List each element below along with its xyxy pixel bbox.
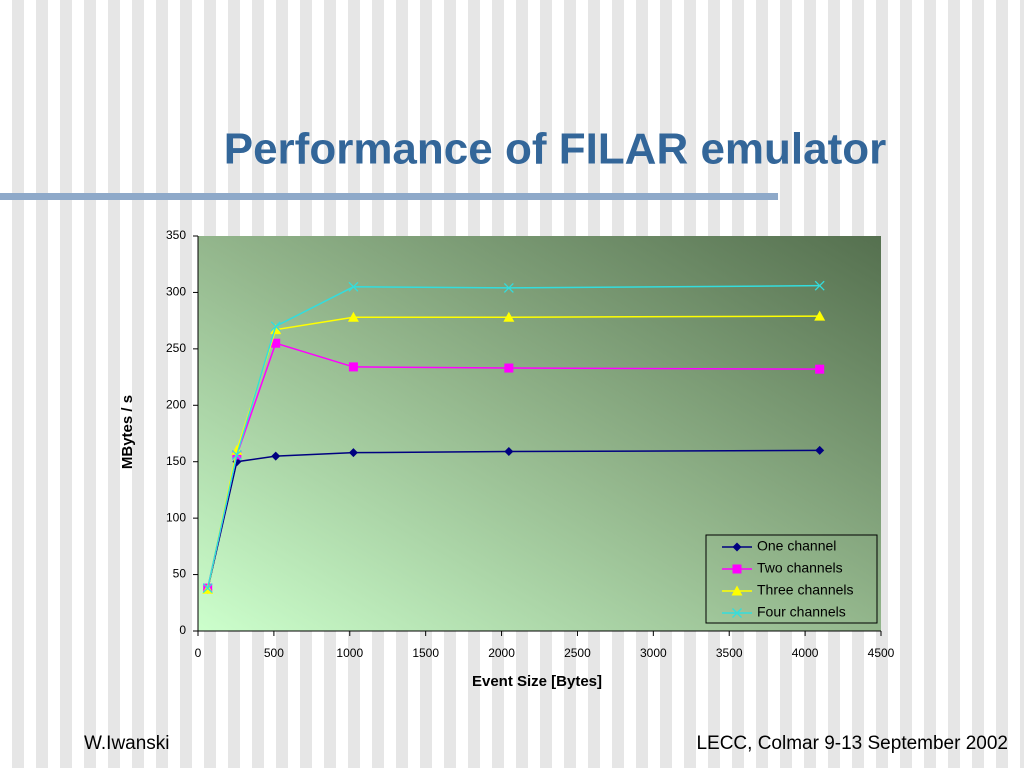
x-tick-label: 500	[264, 646, 284, 660]
legend-box	[705, 534, 878, 624]
marker	[271, 338, 281, 348]
marker	[503, 311, 515, 322]
footer-left: W.Iwanski	[84, 733, 170, 754]
marker	[504, 363, 514, 373]
marker	[348, 362, 358, 372]
marker	[814, 280, 825, 291]
x-tick-label: 4500	[868, 646, 895, 660]
marker	[815, 364, 825, 374]
x-axis-label: Event Size [Bytes]	[472, 673, 602, 690]
y-tick-label: 250	[166, 341, 186, 355]
legend-marker	[731, 585, 743, 596]
marker	[271, 451, 281, 461]
x-tick-label: 4000	[792, 646, 819, 660]
marker	[348, 448, 358, 458]
marker	[815, 445, 825, 455]
x-tick-label: 2000	[488, 646, 515, 660]
y-tick-label: 50	[173, 567, 187, 581]
x-tick-label: 3500	[716, 646, 743, 660]
y-axis-label: MBytes / s	[119, 395, 136, 469]
marker	[503, 282, 514, 293]
series-line	[206, 284, 820, 589]
legend-marker	[732, 608, 742, 618]
series-line	[206, 449, 820, 590]
marker	[231, 449, 242, 460]
marker	[270, 321, 281, 332]
x-tick-label: 0	[195, 646, 202, 660]
y-tick-label: 150	[166, 454, 186, 468]
legend-label: One channel	[757, 538, 836, 554]
x-tick-label: 2500	[564, 646, 591, 660]
legend-marker	[732, 542, 742, 552]
y-tick-label: 200	[166, 397, 186, 411]
legend-label: Four channels	[757, 604, 846, 620]
x-tick-label: 1500	[412, 646, 439, 660]
legend-label: Two channels	[757, 560, 843, 576]
marker	[814, 310, 826, 321]
y-tick-label: 300	[166, 285, 186, 299]
marker	[202, 583, 213, 594]
x-tick-label: 3000	[640, 646, 667, 660]
y-tick-label: 100	[166, 510, 186, 524]
y-tick-label: 350	[166, 228, 186, 242]
y-tick-label: 0	[179, 623, 186, 637]
marker	[270, 324, 282, 335]
marker	[347, 311, 359, 322]
title-rule	[0, 193, 778, 200]
series-line	[206, 315, 820, 590]
x-tick-label: 1000	[336, 646, 363, 660]
marker	[348, 281, 359, 292]
slide-title: Performance of FILAR emulator	[224, 125, 887, 174]
legend-marker	[732, 564, 742, 574]
footer-right: LECC, Colmar 9-13 September 2002	[696, 733, 1008, 754]
marker	[504, 447, 514, 457]
legend-label: Three channels	[757, 582, 854, 598]
plot-area	[198, 236, 881, 631]
